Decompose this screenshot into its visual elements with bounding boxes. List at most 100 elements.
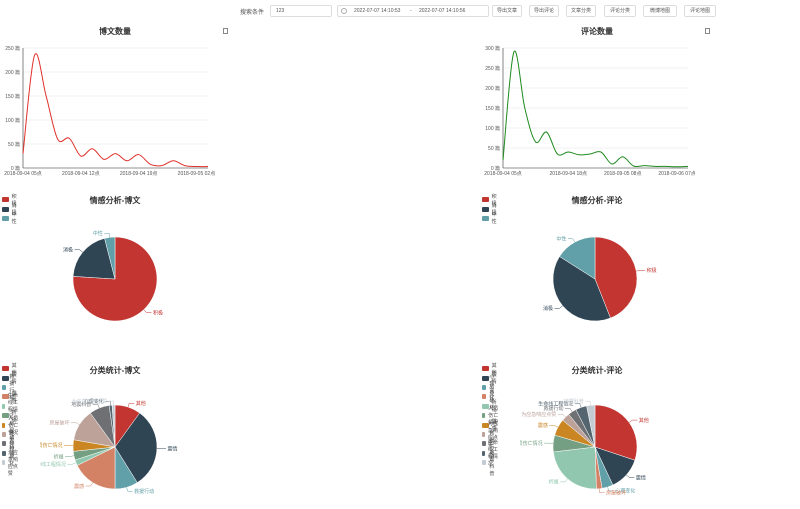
slice-label: 震情 xyxy=(636,474,646,481)
y-tick-label: 250 篇 xyxy=(5,45,20,52)
y-tick-label: 100 篇 xyxy=(485,125,500,132)
legend-item[interactable]: 救援行动 xyxy=(482,431,499,458)
legend-label: 其他 xyxy=(491,362,497,376)
legend-label: 震情 xyxy=(11,372,17,386)
y-tick-label: 200 篇 xyxy=(5,69,20,76)
x-tick-label: 2018-09-04 05点 xyxy=(4,171,42,177)
search-label: 搜索条件 xyxy=(240,10,265,16)
category-post-legend: 其他 震情 救援行动 震感 生命线工程情况 祈福 人员伤亡情况 房屋破坏 地震科普 心理变化 为应急… xyxy=(2,363,19,477)
category-comment-legend: 其他 震情 心理变化 房屋破坏 祈福 人员伤亡情况 震感 为应急响应点赞 救援行动 生命线工程情况… xyxy=(482,362,499,477)
legend-item[interactable]: 其他 xyxy=(2,363,19,376)
legend-item[interactable]: 震情 xyxy=(482,372,499,385)
pie-slice xyxy=(72,238,116,280)
legend-label: 人员伤亡情况 xyxy=(8,415,19,436)
legend-item[interactable]: 震感 xyxy=(2,390,19,404)
legend-item[interactable]: 人员伤亡情况 xyxy=(2,416,19,436)
date-range-picker[interactable]: 2022-07-07 14:10:53 - 2022-07-07 14:10:5… xyxy=(337,5,489,17)
pie-slice xyxy=(76,446,116,490)
legend-item[interactable]: 中性 xyxy=(2,212,19,225)
legend-swatch xyxy=(482,460,487,466)
slice-label: 中性 xyxy=(93,230,103,237)
legend-swatch xyxy=(482,441,487,447)
filter-toolbar: 搜索条件 123 2022-07-07 14:10:53 - 2022-07-0… xyxy=(0,5,800,19)
legend-item[interactable]: 消极 xyxy=(482,203,499,216)
legend-item[interactable]: 震情 xyxy=(2,372,19,386)
label-line xyxy=(557,413,566,418)
slice-label: 地震科普 xyxy=(71,401,91,408)
label-line xyxy=(70,422,80,425)
post-category-button[interactable]: 文章分类 xyxy=(566,5,596,17)
export-posts-button[interactable]: 导出文章 xyxy=(492,5,522,17)
legend-label: 地震科普 xyxy=(489,449,495,477)
comment-category-button[interactable]: 评论分类 xyxy=(604,5,636,17)
legend-swatch xyxy=(2,460,5,466)
label-line xyxy=(636,270,646,272)
download-icon[interactable] xyxy=(705,28,710,34)
legend-item[interactable]: 地震科普 xyxy=(482,450,499,477)
slice-label: 生命线工程情况 xyxy=(40,461,66,468)
legend-item[interactable]: 生命线工程情况 xyxy=(482,440,499,467)
slice-label: 房屋破坏 xyxy=(49,419,69,426)
legend-item[interactable]: 其他 xyxy=(482,362,499,376)
y-tick-label: 250 篇 xyxy=(485,65,500,72)
legend-swatch xyxy=(2,384,7,390)
legend-item[interactable]: 心理变化 xyxy=(2,440,19,467)
slice-label: 其他 xyxy=(639,417,649,424)
label-line xyxy=(74,249,83,253)
x-tick-label: 2018-09-04 05点 xyxy=(484,171,522,177)
legend-item[interactable]: 积极 xyxy=(2,194,19,207)
legend-swatch xyxy=(482,366,489,372)
legend-item[interactable]: 为应急响应点赞 xyxy=(2,450,19,477)
label-line xyxy=(585,400,591,406)
range-separator: - xyxy=(410,8,412,14)
legend-item[interactable]: 房屋破坏 xyxy=(482,384,499,411)
label-line xyxy=(67,462,77,465)
post-count-chart: 0 篇 50 篇 100 篇 150 篇 200 篇 250 篇 2018-09-04 05… xyxy=(4,45,215,177)
sentiment-post-pie: 积极 消极 中性 xyxy=(63,230,163,322)
slice-label: 祈福 xyxy=(53,453,63,460)
slice-label: 救援行动 xyxy=(134,488,154,495)
legend-label: 人员伤亡情况 xyxy=(488,406,499,427)
legend-item[interactable]: 祈福 xyxy=(482,400,499,413)
legend-item[interactable]: 生命线工程情况 xyxy=(2,393,19,420)
export-comments-button[interactable]: 导出评论 xyxy=(529,5,559,17)
legend-item[interactable]: 心理变化 xyxy=(482,374,499,401)
legend-item[interactable]: 中性 xyxy=(482,212,499,225)
x-tick-label: 2018-09-05 08点 xyxy=(604,171,642,177)
y-tick-label: 50 篇 xyxy=(488,145,500,152)
slice-label: 积极 xyxy=(647,267,657,274)
keyword-input[interactable]: 123 xyxy=(270,5,332,17)
sentiment-post-legend: 积极 消极 中性 xyxy=(2,194,19,225)
comment-map-button[interactable]: 评论地图 xyxy=(684,5,716,17)
sentiment-post-title: 情感分析-博文 xyxy=(89,196,141,205)
legend-item[interactable]: 积极 xyxy=(482,194,499,207)
slice-label: 房屋破坏 xyxy=(606,490,626,497)
legend-item[interactable]: 震感 xyxy=(482,419,499,432)
label-line xyxy=(574,403,582,408)
slice-label: 人员伤亡情况 xyxy=(40,442,63,449)
pie-slice xyxy=(114,412,158,483)
legend-item[interactable]: 人员伤亡情况 xyxy=(482,406,499,426)
legend-item[interactable]: 消极 xyxy=(2,203,19,216)
end-date: 2022-07-07 14:10:56 xyxy=(419,8,466,14)
post-map-button[interactable]: 微博地图 xyxy=(643,5,677,17)
category-post-title: 分类统计-博文 xyxy=(89,366,141,375)
pie-slice xyxy=(553,446,597,490)
legend-item[interactable]: 救援行动 xyxy=(2,374,19,401)
legend-item[interactable]: 祈福 xyxy=(2,410,19,423)
download-icon[interactable] xyxy=(223,28,228,34)
legend-label: 震感 xyxy=(11,390,17,404)
legend-item[interactable]: 地震科普 xyxy=(2,431,19,458)
legend-item[interactable]: 为应急响应点赞 xyxy=(482,421,499,448)
y-tick-label: 0 篇 xyxy=(11,165,20,172)
label-line xyxy=(560,478,568,483)
label-line xyxy=(108,400,114,406)
label-line xyxy=(565,408,573,412)
start-date: 2022-07-07 14:10:53 xyxy=(354,8,401,14)
legend-swatch xyxy=(2,394,9,400)
legend-swatch xyxy=(482,394,487,400)
legend-label: 救援行动 xyxy=(9,374,15,402)
legend-swatch xyxy=(482,422,489,428)
legend-item[interactable]: 房屋破坏 xyxy=(2,421,19,448)
